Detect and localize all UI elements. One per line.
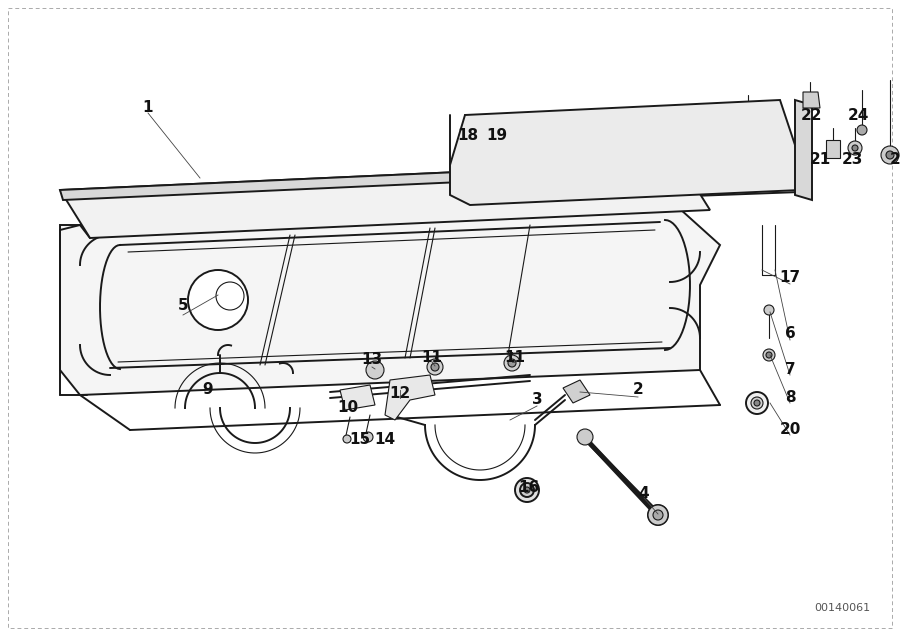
Text: 3: 3 <box>532 392 543 408</box>
Text: 6: 6 <box>785 326 796 340</box>
Circle shape <box>488 140 508 160</box>
Polygon shape <box>450 100 800 205</box>
Circle shape <box>648 505 668 525</box>
Circle shape <box>366 361 384 379</box>
Text: 11: 11 <box>505 350 526 364</box>
Circle shape <box>524 487 530 493</box>
Circle shape <box>343 435 351 443</box>
Text: 4: 4 <box>639 487 649 502</box>
Circle shape <box>751 397 763 409</box>
Polygon shape <box>385 375 435 420</box>
Text: 16: 16 <box>518 481 540 495</box>
Text: 10: 10 <box>338 399 358 415</box>
Polygon shape <box>803 92 820 108</box>
Polygon shape <box>60 162 710 238</box>
Polygon shape <box>340 385 375 410</box>
Text: 00140061: 00140061 <box>814 603 870 613</box>
Text: 23: 23 <box>842 153 863 167</box>
Text: 5: 5 <box>177 298 188 312</box>
Text: 11: 11 <box>421 350 443 364</box>
Circle shape <box>746 392 768 414</box>
Text: 1: 1 <box>143 100 153 116</box>
Circle shape <box>468 178 476 186</box>
Circle shape <box>774 116 782 124</box>
Circle shape <box>508 359 516 367</box>
Text: 25: 25 <box>889 153 900 167</box>
Circle shape <box>766 352 772 358</box>
Polygon shape <box>795 100 812 200</box>
Circle shape <box>852 145 858 151</box>
Text: 17: 17 <box>779 270 801 286</box>
Text: 13: 13 <box>362 352 382 368</box>
Polygon shape <box>826 140 840 158</box>
Text: 14: 14 <box>374 432 396 448</box>
Text: 18: 18 <box>457 127 479 142</box>
Circle shape <box>743 103 753 113</box>
Text: 8: 8 <box>785 391 796 406</box>
Text: 19: 19 <box>486 127 508 142</box>
Circle shape <box>520 483 534 497</box>
Circle shape <box>493 145 503 155</box>
Text: 20: 20 <box>779 422 801 438</box>
Circle shape <box>886 151 894 159</box>
Circle shape <box>504 355 520 371</box>
Polygon shape <box>563 380 590 403</box>
Circle shape <box>431 363 439 371</box>
Circle shape <box>427 359 443 375</box>
Polygon shape <box>60 162 683 200</box>
Polygon shape <box>60 200 720 395</box>
Text: 12: 12 <box>390 385 410 401</box>
Circle shape <box>653 510 663 520</box>
Circle shape <box>363 432 373 442</box>
Text: 15: 15 <box>349 432 371 448</box>
Circle shape <box>577 429 593 445</box>
Circle shape <box>515 478 539 502</box>
Circle shape <box>857 125 867 135</box>
Text: 22: 22 <box>801 107 823 123</box>
Circle shape <box>464 174 480 190</box>
Text: 2: 2 <box>633 382 643 398</box>
Text: 21: 21 <box>809 153 831 167</box>
Circle shape <box>754 400 760 406</box>
Circle shape <box>763 349 775 361</box>
Text: 24: 24 <box>847 107 868 123</box>
Text: 7: 7 <box>785 363 796 378</box>
Circle shape <box>764 305 774 315</box>
Circle shape <box>881 146 899 164</box>
Text: 9: 9 <box>202 382 213 398</box>
Circle shape <box>188 270 248 330</box>
Circle shape <box>848 141 862 155</box>
